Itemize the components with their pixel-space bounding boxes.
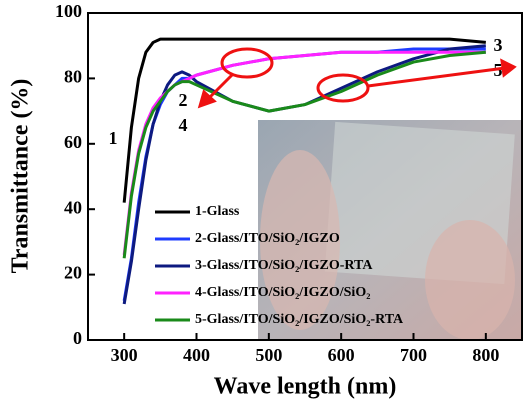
- series-line: [122, 50, 486, 259]
- highlights: [197, 47, 517, 109]
- x-tick-label: 400: [183, 345, 210, 365]
- series-line: [122, 44, 486, 305]
- legend-label: 2-Glass/ITO/SiO₂/IGZO: [195, 231, 340, 246]
- annotation: 3: [494, 35, 503, 55]
- y-tick-label: 60: [64, 132, 82, 152]
- annotation: 4: [179, 115, 188, 135]
- y-axis-label: Transmittance (%): [8, 79, 34, 274]
- y-tick-label: 80: [64, 67, 82, 87]
- y-tick-label: 100: [55, 1, 82, 21]
- legend-label: 5-Glass/ITO/SiO₂/IGZO/SiO₂-RTA: [195, 312, 404, 327]
- y-tick-label: 20: [64, 263, 82, 283]
- legend-label: 4-Glass/ITO/SiO₂/IGZO/SiO₂: [195, 285, 370, 300]
- y-tick-label: 40: [64, 197, 82, 217]
- x-tick-label: 500: [255, 345, 282, 365]
- inset-photo: [258, 120, 522, 340]
- y-tick-label: 0: [73, 328, 82, 348]
- legend-label: 1-Glass: [195, 204, 240, 219]
- x-tick-label: 700: [400, 345, 427, 365]
- plot-frame: [87, 12, 523, 341]
- x-tick-label: 800: [472, 345, 499, 365]
- x-tick-label: 300: [111, 345, 138, 365]
- series-line: [122, 37, 486, 203]
- legend-label: 3-Glass/ITO/SiO₂/IGZO-RTA: [195, 258, 373, 273]
- x-tick-label: 600: [328, 345, 355, 365]
- x-axis-label: Wave length (nm): [214, 374, 397, 400]
- annotation: 1: [109, 128, 118, 148]
- annotation: 2: [179, 90, 188, 110]
